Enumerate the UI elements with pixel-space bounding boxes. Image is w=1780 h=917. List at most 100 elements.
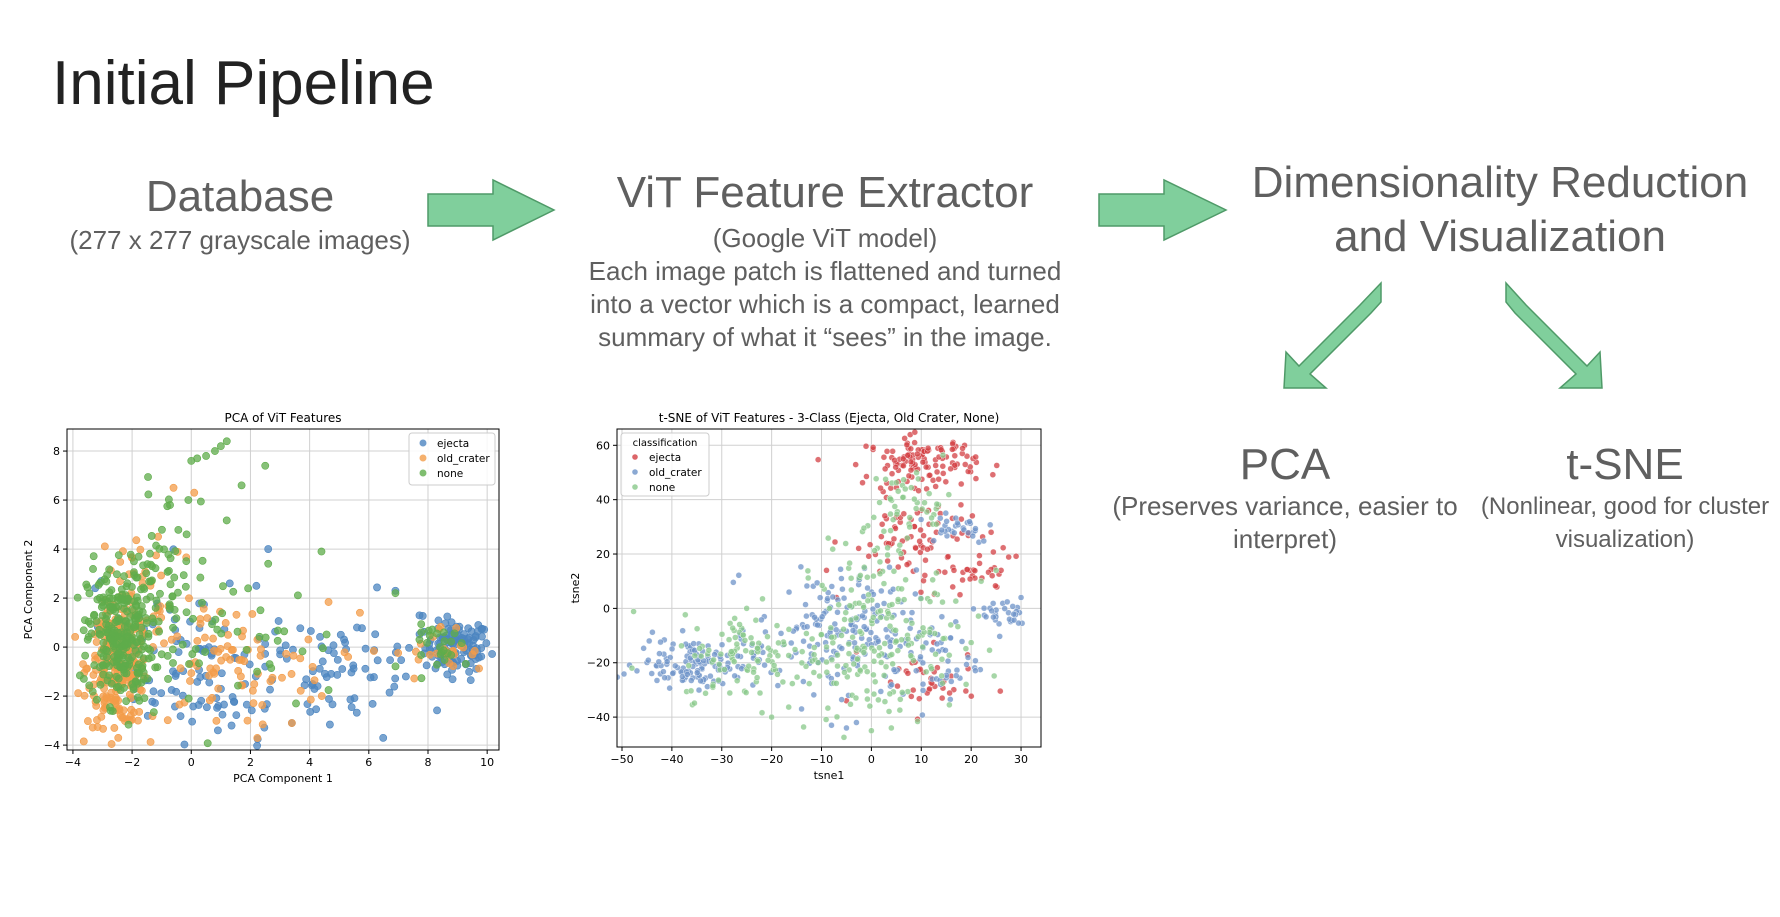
data-point-none bbox=[926, 598, 934, 605]
data-point-ejecta bbox=[264, 545, 273, 553]
data-point-none bbox=[857, 572, 864, 579]
data-point-ejecta bbox=[433, 706, 441, 715]
data-point-none bbox=[203, 739, 212, 748]
data-point-old_crater bbox=[249, 699, 258, 707]
data-point-none bbox=[915, 475, 922, 483]
data-point-old_crater bbox=[167, 635, 176, 644]
data-point-none bbox=[962, 645, 970, 652]
data-point-old_crater bbox=[656, 650, 663, 657]
y-tick-label: −2 bbox=[44, 690, 60, 703]
data-point-none bbox=[146, 560, 155, 569]
data-point-ejecta bbox=[878, 533, 885, 540]
data-point-none bbox=[860, 649, 868, 656]
data-point-old_crater bbox=[917, 516, 925, 523]
data-point-none bbox=[914, 718, 921, 725]
data-point-none bbox=[962, 681, 970, 688]
data-point-old_crater bbox=[666, 684, 673, 692]
data-point-none bbox=[765, 644, 772, 652]
data-point-none bbox=[818, 582, 826, 589]
data-point-old_crater bbox=[1001, 605, 1008, 612]
data-point-none bbox=[900, 476, 907, 483]
legend-marker-none bbox=[419, 469, 427, 477]
data-point-none bbox=[145, 577, 154, 586]
data-point-none bbox=[137, 678, 146, 687]
data-point-ejecta bbox=[904, 670, 912, 677]
data-point-none bbox=[897, 550, 905, 557]
data-point-none bbox=[156, 589, 164, 598]
data-point-none bbox=[918, 505, 926, 513]
data-point-none bbox=[947, 621, 954, 629]
data-point-old_crater bbox=[972, 525, 979, 532]
data-point-old_crater bbox=[761, 661, 768, 669]
data-point-old_crater bbox=[160, 639, 168, 648]
data-point-none bbox=[902, 485, 909, 493]
data-point-old_crater bbox=[278, 673, 286, 682]
data-point-ejecta bbox=[941, 569, 949, 576]
data-point-none bbox=[928, 665, 935, 672]
data-point-ejecta bbox=[347, 703, 356, 712]
data-point-ejecta bbox=[903, 561, 911, 568]
data-point-old_crater bbox=[296, 686, 305, 695]
data-point-ejecta bbox=[964, 566, 971, 573]
data-point-none bbox=[166, 580, 175, 589]
arrow-reduction-to-tsne bbox=[1505, 281, 1603, 389]
data-point-old_crater bbox=[256, 651, 265, 660]
data-point-old_crater bbox=[258, 720, 267, 729]
data-point-none bbox=[899, 494, 907, 501]
tsne-title: t-SNE bbox=[1566, 440, 1684, 489]
data-point-none bbox=[750, 669, 757, 676]
data-point-old_crater bbox=[649, 629, 656, 636]
data-point-old_crater bbox=[79, 660, 87, 669]
data-point-ejecta bbox=[443, 612, 452, 621]
data-point-old_crater bbox=[704, 683, 711, 690]
data-point-old_crater bbox=[169, 483, 178, 492]
data-point-ejecta bbox=[478, 632, 486, 641]
data-point-none bbox=[124, 653, 133, 662]
legend-marker-old_crater bbox=[632, 469, 638, 475]
data-point-none bbox=[253, 667, 262, 676]
data-point-none bbox=[146, 549, 154, 558]
data-point-none bbox=[829, 545, 836, 553]
data-point-none bbox=[871, 678, 879, 685]
data-point-none bbox=[841, 616, 848, 623]
data-point-old_crater bbox=[250, 680, 259, 689]
data-point-old_crater bbox=[774, 682, 782, 689]
data-point-none bbox=[952, 597, 960, 605]
data-point-none bbox=[630, 608, 637, 615]
data-point-none bbox=[417, 620, 426, 628]
data-point-none bbox=[143, 674, 152, 683]
data-point-none bbox=[715, 676, 722, 684]
data-point-none bbox=[870, 514, 877, 521]
data-point-old_crater bbox=[942, 647, 949, 654]
data-point-ejecta bbox=[281, 641, 290, 650]
pca-desc-line-1: (Preserves variance, easier to bbox=[1112, 491, 1458, 521]
data-point-none bbox=[856, 667, 864, 674]
data-point-old_crater bbox=[209, 634, 217, 643]
plot-frame bbox=[616, 428, 1042, 748]
data-point-none bbox=[752, 616, 760, 624]
data-point-none bbox=[158, 525, 166, 534]
data-point-ejecta bbox=[471, 633, 480, 642]
data-point-none bbox=[273, 636, 282, 645]
data-point-ejecta bbox=[914, 450, 921, 458]
data-point-old_crater bbox=[695, 686, 703, 694]
data-point-none bbox=[990, 672, 998, 680]
data-point-ejecta bbox=[917, 589, 925, 596]
data-point-none bbox=[880, 528, 888, 535]
data-point-none bbox=[417, 651, 426, 659]
data-point-ejecta bbox=[905, 472, 913, 480]
data-point-none bbox=[83, 635, 92, 644]
data-point-old_crater bbox=[304, 635, 313, 644]
data-point-ejecta bbox=[474, 621, 483, 629]
arrow-extractor-to-reduction bbox=[1098, 178, 1228, 242]
data-point-old_crater bbox=[92, 638, 101, 646]
data-point-none bbox=[893, 637, 900, 645]
data-point-old_crater bbox=[235, 656, 244, 664]
database-stage: Database (277 x 277 grayscale images) bbox=[60, 172, 420, 257]
data-point-old_crater bbox=[951, 529, 958, 537]
data-point-none bbox=[123, 640, 132, 648]
data-point-none bbox=[954, 623, 962, 630]
data-point-ejecta bbox=[899, 455, 907, 462]
data-point-none bbox=[938, 656, 946, 663]
data-point-ejecta bbox=[306, 627, 315, 635]
